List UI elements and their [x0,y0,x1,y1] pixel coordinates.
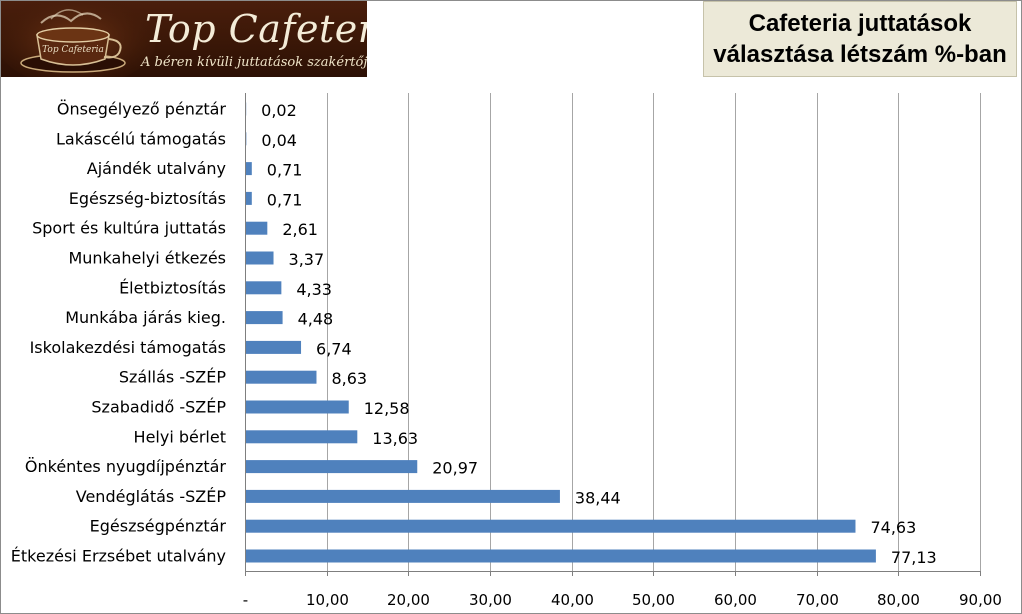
data-label-15: 74,63 [870,518,916,537]
coffee-cup-icon: Top Cafeteria [1,1,156,77]
bar-14 [246,489,560,503]
category-label-16: Étkezési Erzsébet utalvány [11,547,226,566]
category-label-14: Vendéglátás -SZÉP [76,487,227,506]
x-tick-label-2: 20,00 [387,591,430,609]
data-label-5: 2,61 [282,220,318,239]
category-label-4: Egészség-biztosítás [69,189,226,208]
bar-13 [246,460,418,474]
bar-15 [246,519,856,533]
data-label-14: 38,44 [575,488,621,507]
data-label-13: 20,97 [432,459,478,478]
labels-layer: - 10,00 20,00 30,00 40,00 50,00 60,00 70,00 80,0… [11,100,1002,610]
category-label-3: Ajándék utalvány [87,159,226,178]
data-label-7: 4,33 [296,280,332,299]
category-label-9: Iskolakezdési támogatás [30,338,226,357]
data-label-11: 12,58 [364,399,410,418]
chart-title: Cafeteria juttatások választása létszám … [703,1,1017,77]
category-label-15: Egészségpénztár [90,517,227,536]
bar-3 [246,162,252,176]
x-tick-label-1: 10,00 [306,591,349,609]
data-label-9: 6,74 [316,339,352,358]
category-label-6: Munkahelyi étkezés [68,249,226,268]
bar-8 [246,311,283,325]
category-label-11: Szabadidő -SZÉP [91,398,226,417]
data-label-12: 13,63 [372,429,418,448]
data-label-4: 0,71 [267,190,303,209]
data-label-3: 0,71 [267,161,303,180]
bar-11 [246,400,349,414]
category-label-13: Önkéntes nyugdíjpénztár [25,457,227,476]
cup-text: Top Cafeteria [42,45,104,55]
bar-4 [246,191,252,205]
category-label-10: Szállás -SZÉP [119,368,226,387]
x-tick-label-5: 50,00 [632,591,675,609]
data-label-10: 8,63 [331,369,367,388]
category-label-1: Önsegélyező pénztár [57,100,227,119]
category-label-7: Életbiztosítás [119,278,226,297]
category-label-2: Lakáscélú támogatás [56,129,226,148]
x-tick-label-8: 80,00 [877,591,920,609]
data-label-6: 3,37 [289,250,325,269]
chart-title-line-1: Cafeteria juttatások [748,10,972,37]
x-tick-label-0: - [243,591,248,609]
x-tick-label-9: 90,00 [959,591,1002,609]
x-tick-label-4: 40,00 [551,591,594,609]
data-label-2: 0,04 [261,131,297,150]
top-cafeteria-logo: Top Cafeteria Top Cafeteria A béren kívü… [1,1,367,77]
category-label-8: Munkába járás kieg. [65,308,226,327]
logo-subtitle: A béren kívüli juttatások szakértője [141,55,367,70]
bar-6 [246,251,274,265]
data-label-1: 0,02 [261,101,297,120]
bar-12 [246,430,358,444]
chart-title-line-2: választása létszám %-ban [713,41,1007,68]
bar-7 [246,281,282,295]
bar-9 [246,340,302,354]
data-label-8: 4,48 [298,310,334,329]
x-tick-label-7: 70,00 [796,591,839,609]
bar-10 [246,370,317,384]
bars-layer [246,102,876,563]
bar-16 [246,549,876,563]
category-label-5: Sport és kultúra juttatás [32,219,226,238]
logo-title: Top Cafeteria [145,7,367,51]
category-label-12: Helyi bérlet [134,427,226,446]
x-tick-label-6: 60,00 [714,591,757,609]
data-label-16: 77,13 [891,548,937,567]
x-tick-label-3: 30,00 [469,591,512,609]
bar-5 [246,221,268,235]
